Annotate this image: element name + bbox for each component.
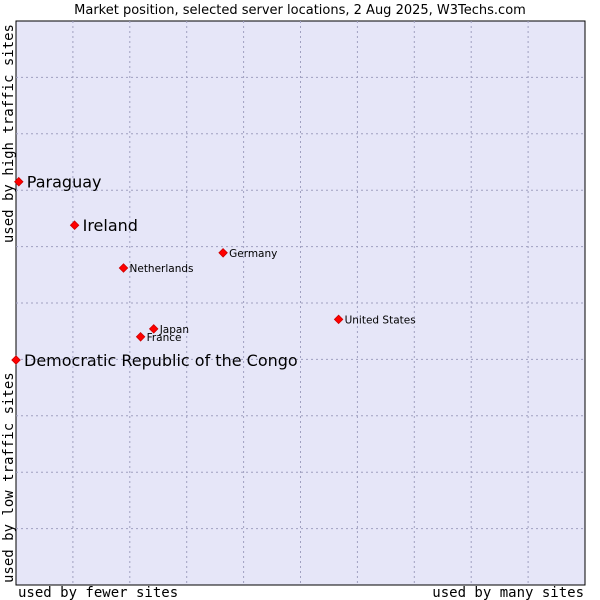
data-points: Paraguay Ireland Germany Netherlands United … (11, 173, 416, 370)
point-label-ireland: Ireland (83, 216, 138, 235)
chart-title: Market position, selected server locatio… (74, 3, 526, 18)
y-axis-label-high: used by high traffic sites (1, 24, 17, 243)
point-label-united-states: United States (345, 314, 416, 326)
point-label-japan: Japan (159, 324, 189, 336)
point-label-paraguay: Paraguay (27, 173, 102, 192)
grid-lines (16, 21, 585, 585)
point-label-democratic-republic-of-the-congo: Democratic Republic of the Congo (24, 351, 298, 370)
point-label-france: France (147, 332, 182, 344)
point-marker-paraguay (14, 176, 24, 187)
point-marker-japan (148, 324, 159, 334)
y-axis-label-low: used by low traffic sites (1, 372, 17, 583)
x-axis-label-low: used by fewer sites (18, 585, 178, 600)
point-marker-democratic-republic-of-the-congo (11, 355, 21, 365)
point-marker-united-states (333, 314, 344, 325)
point-marker-germany (218, 248, 228, 258)
point-marker-netherlands (118, 263, 129, 273)
x-axis-label-high: used by many sites (432, 585, 584, 600)
point-label-germany: Germany (229, 248, 277, 260)
point-marker-france (135, 332, 146, 342)
point-marker-ireland (69, 220, 80, 230)
point-label-netherlands: Netherlands (130, 263, 194, 275)
